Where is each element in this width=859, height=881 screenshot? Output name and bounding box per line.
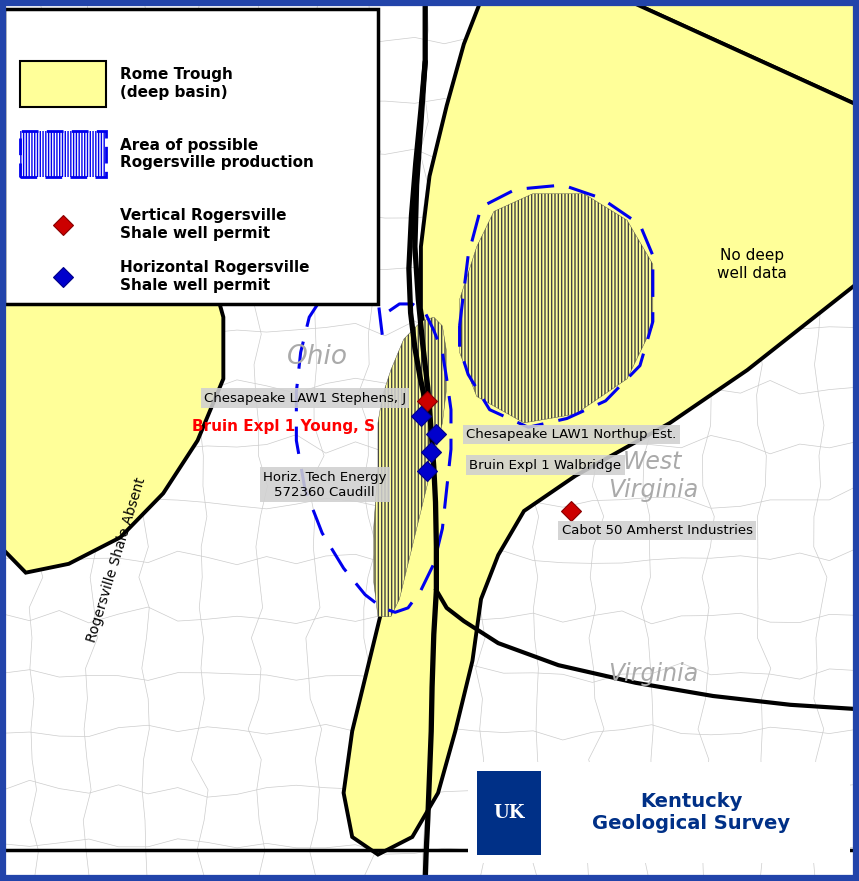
Text: Rogersville Shale Absent: Rogersville Shale Absent	[84, 476, 148, 643]
Text: Virginia: Virginia	[607, 662, 698, 686]
FancyBboxPatch shape	[4, 9, 378, 304]
Text: Chesapeake LAW1 Stephens, J: Chesapeake LAW1 Stephens, J	[204, 392, 406, 404]
FancyBboxPatch shape	[477, 771, 541, 855]
Text: UK: UK	[493, 803, 525, 822]
Text: Vertical Rogersville
Shale well permit: Vertical Rogersville Shale well permit	[120, 209, 287, 241]
Text: Bruin Expl 1 Walbridge: Bruin Expl 1 Walbridge	[469, 459, 622, 471]
Text: Rome Trough
(deep basin): Rome Trough (deep basin)	[120, 68, 233, 100]
Text: No deep
well data: No deep well data	[716, 248, 787, 280]
Text: Cabot 50 Amherst Industries: Cabot 50 Amherst Industries	[562, 524, 752, 537]
Text: Horizontal Rogersville
Shale well permit: Horizontal Rogersville Shale well permit	[120, 261, 310, 292]
Polygon shape	[374, 317, 447, 617]
Text: Bruin Expl 1 Young, S: Bruin Expl 1 Young, S	[192, 418, 375, 434]
FancyBboxPatch shape	[20, 131, 106, 177]
Polygon shape	[0, 194, 223, 573]
Text: Chesapeake LAW1 Northup Est.: Chesapeake LAW1 Northup Est.	[466, 428, 676, 440]
Text: West
Virginia: West Virginia	[607, 450, 698, 501]
FancyBboxPatch shape	[468, 762, 850, 863]
Text: Horiz. Tech Energy
572360 Caudill: Horiz. Tech Energy 572360 Caudill	[263, 470, 387, 499]
FancyBboxPatch shape	[20, 61, 106, 107]
Polygon shape	[344, 0, 859, 855]
Text: Ohio: Ohio	[287, 344, 349, 370]
Polygon shape	[460, 194, 653, 423]
Text: Kentucky
Geological Survey: Kentucky Geological Survey	[593, 792, 790, 833]
Polygon shape	[627, 0, 859, 106]
Text: Area of possible
Rogersville production: Area of possible Rogersville production	[120, 138, 314, 170]
